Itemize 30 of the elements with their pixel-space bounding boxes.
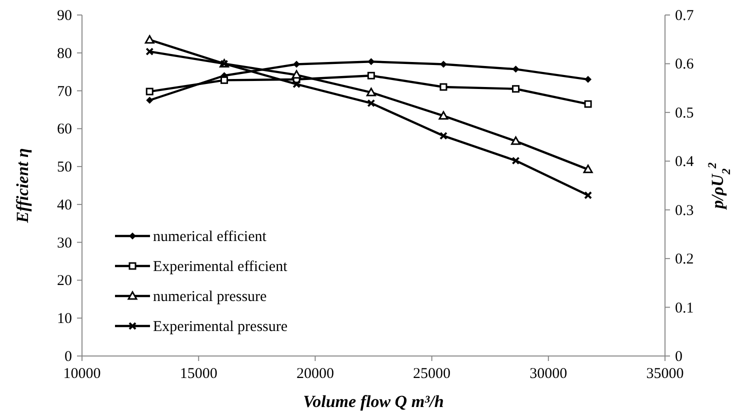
x-tick-label: 25000 (413, 366, 451, 382)
y2-tick-label: 0.2 (675, 252, 694, 268)
y2-tick-label: 0.6 (675, 56, 694, 73)
y-tick-label: 30 (57, 235, 72, 252)
y-tick-label: 80 (57, 46, 72, 62)
legend-label: Experimental pressure (153, 319, 288, 335)
x-tick-label: 15000 (180, 366, 218, 382)
legend-label: Experimental efficient (153, 259, 288, 275)
x-tick-label: 20000 (296, 366, 334, 382)
x-tick-label: 10000 (63, 366, 101, 382)
legend-label: numerical efficient (153, 229, 268, 245)
y-tick-label: 40 (57, 197, 72, 214)
y-tick-label: 20 (57, 273, 72, 290)
y2-tick-label: 0.3 (675, 202, 694, 219)
y2-tick-label: 0.5 (675, 105, 694, 122)
y-tick-label: 50 (57, 160, 72, 176)
y2-tick-label: 0.4 (675, 154, 694, 170)
y-tick-label: 0 (64, 349, 72, 365)
y-tick-label: 90 (57, 8, 72, 24)
y-tick-label: 70 (57, 84, 72, 100)
x-tick-label: 35000 (646, 366, 684, 382)
x-axis-title: Volume flow Q m³/h (303, 392, 444, 411)
y2-tick-label: 0.7 (675, 8, 694, 24)
x-tick-label: 30000 (530, 366, 568, 382)
legend-label: numerical pressure (153, 289, 268, 305)
y2-tick-label: 0.1 (675, 300, 694, 316)
y-tick-label: 10 (57, 311, 72, 328)
y2-tick-label: 0 (675, 349, 682, 365)
y-axis-title: Efficient η (13, 148, 32, 224)
y-tick-label: 60 (57, 122, 72, 138)
